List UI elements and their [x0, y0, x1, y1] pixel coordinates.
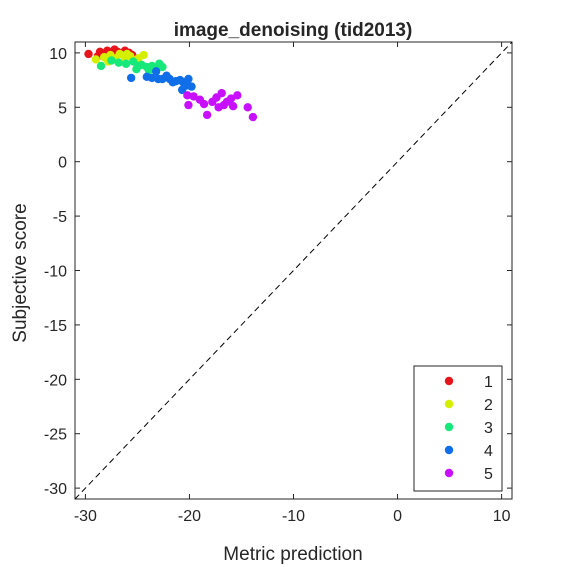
chart-title: image_denoising (tid2013) [174, 20, 413, 41]
data-point [122, 49, 132, 59]
y-tick-label: -20 [44, 372, 67, 389]
data-point [184, 74, 193, 84]
data-point [228, 101, 238, 111]
data-point [162, 71, 171, 80]
data-point [121, 59, 131, 68]
data-point [147, 73, 157, 83]
data-point [114, 58, 123, 67]
data-point [189, 92, 198, 101]
data-point [158, 62, 167, 72]
data-point [177, 85, 187, 95]
data-point [202, 110, 212, 120]
data-point [226, 94, 236, 103]
data-point [187, 82, 196, 91]
x-tick-label: -10 [282, 508, 305, 525]
x-tick-label: -30 [74, 508, 97, 525]
legend-box [413, 365, 503, 492]
y-tick-label: -25 [44, 427, 67, 444]
legend-marker [444, 422, 454, 432]
y-axis-label: Subjective score [10, 203, 31, 342]
legend-label: 2 [484, 397, 493, 414]
data-point [91, 55, 101, 64]
data-point [233, 91, 242, 100]
y-tick-label: 10 [49, 46, 67, 63]
y-tick-label: 0 [58, 155, 67, 172]
data-point [96, 61, 106, 71]
data-point [144, 66, 154, 75]
data-point [154, 74, 163, 84]
data-points-layer [84, 45, 258, 122]
data-point [151, 67, 161, 76]
y-tick-label: 5 [58, 100, 67, 117]
data-point [214, 103, 223, 112]
identity-line-layer [74, 41, 513, 500]
data-point [168, 78, 178, 87]
data-point [107, 56, 116, 65]
identity-line [74, 41, 513, 500]
legend-marker [444, 376, 454, 386]
y-tick-label: -15 [44, 318, 67, 335]
y-tick-label: -10 [44, 264, 67, 281]
data-point [195, 95, 205, 104]
data-point [132, 65, 141, 74]
x-axis-label: Metric prediction [223, 544, 362, 565]
data-point [184, 100, 193, 110]
x-tick-label: -20 [178, 508, 201, 525]
data-point [217, 88, 226, 98]
data-point [84, 49, 93, 59]
series-4 [126, 67, 196, 95]
legend-label: 1 [484, 374, 493, 391]
y-tick-label: -30 [44, 481, 67, 498]
data-point [243, 103, 252, 112]
data-point [183, 91, 192, 100]
legend-marker [444, 468, 454, 478]
legend: 1 2 3 4 5 [413, 365, 503, 492]
series-5 [183, 88, 258, 122]
legend-marker [444, 399, 454, 409]
legend-marker [444, 445, 454, 455]
legend-label: 4 [484, 443, 493, 460]
data-point [126, 73, 136, 83]
legend-label: 3 [484, 420, 493, 437]
x-tick-label: 0 [393, 508, 402, 525]
y-tick-label: -5 [53, 209, 67, 226]
legend-label: 5 [484, 466, 493, 483]
data-point [139, 50, 148, 60]
x-tick-label: 10 [493, 508, 511, 525]
data-point [248, 112, 258, 122]
series-3 [96, 56, 167, 75]
